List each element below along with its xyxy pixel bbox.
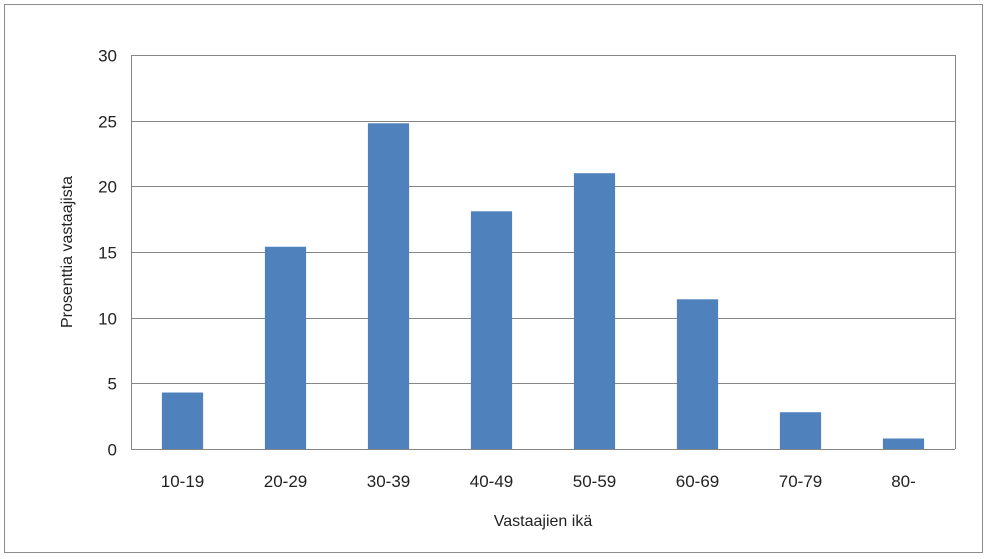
y-tick-label: 0 — [108, 441, 117, 460]
grid-lines — [131, 55, 955, 384]
axes — [131, 55, 956, 450]
bars — [161, 123, 925, 449]
y-tick-label: 20 — [98, 178, 117, 197]
y-tick-label: 25 — [98, 113, 117, 132]
y-tick-label: 30 — [98, 47, 117, 66]
y-axis-title: Prosenttia vastaajista — [59, 176, 76, 328]
y-tick-label: 10 — [98, 310, 117, 329]
y-tick-labels: 0 5 10 15 20 25 30 — [98, 47, 117, 460]
x-tick-label: 20-29 — [264, 472, 307, 491]
y-tick-label: 15 — [98, 244, 117, 263]
bar-70-79 — [779, 412, 822, 449]
bar-30-39 — [367, 123, 410, 449]
x-tick-label: 70-79 — [779, 472, 822, 491]
x-tick-label: 40-49 — [470, 472, 513, 491]
y-tick-label: 5 — [108, 375, 117, 394]
x-tick-label: 10-19 — [161, 472, 204, 491]
bar-50-59 — [573, 173, 616, 449]
bar-10-19 — [161, 392, 204, 449]
bar-20-29 — [264, 246, 307, 449]
x-axis-title: Vastaajien ikä — [494, 513, 593, 530]
x-tick-label: 80- — [891, 472, 916, 491]
bar-80- — [882, 438, 925, 449]
x-tick-labels: 10-19 20-29 30-39 40-49 50-59 60-69 70-79 80- — [161, 472, 916, 491]
bar-60-69 — [676, 299, 719, 449]
x-tick-label: 60-69 — [676, 472, 719, 491]
x-tick-label: 50-59 — [573, 472, 616, 491]
x-tick-label: 30-39 — [367, 472, 410, 491]
bar-40-49 — [470, 211, 513, 449]
